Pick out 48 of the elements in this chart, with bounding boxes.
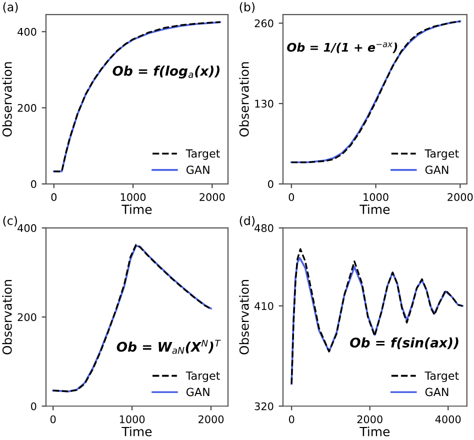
y-tick-label: 320 [254,402,274,410]
annotation: Ob = W$_{aN}$(X$^{N}$)$^{T}$ [116,340,221,354]
legend-label: GAN [425,166,448,174]
y-tick-label: 480 [254,224,274,232]
y-tick-label: 0 [31,402,36,410]
x-tick-label: 0 [288,415,294,424]
annotation: Ob = 1/(1 + e$^{−ax}$) [287,42,398,54]
legend-label: Target [424,372,459,382]
chart-title: (a) [3,2,18,13]
y-tick-label: 200 [18,313,36,322]
y-tick-label: 400 [18,28,36,36]
y-tick-label: 260 [254,19,274,28]
x-tick-label: 1000 [364,193,388,202]
x-axis-title: Time [360,426,390,436]
x-tick-label: 2000 [357,415,382,424]
x-tick-label: 0 [288,193,294,202]
legend-label: Target [186,372,220,382]
annotation: Ob = f(log$_{a}$(x)) [112,66,220,79]
x-tick-label: 1000 [120,193,146,202]
y-tick-label: 400 [18,224,36,232]
chart-title: (b) [240,2,255,13]
y-axis-title: Observation [239,280,249,354]
x-tick-label: 4000 [435,415,461,424]
y-tick-label: 410 [254,302,274,310]
y-tick-label: 200 [18,104,36,112]
legend-label: GAN [186,388,210,396]
x-axis-title: Time [122,204,152,214]
annotation: Ob = f(sin(ax)) [350,337,458,350]
y-tick-label: 0 [31,180,36,188]
y-tick-label: 0 [268,180,274,188]
legend-label: Target [424,149,459,160]
legend-label: GAN [425,388,448,396]
legend-label: GAN [186,166,210,174]
y-tick-label: 130 [255,100,274,108]
y-axis-title: Observation [239,62,249,137]
chart-title: (d) [240,216,255,226]
x-axis-title: Time [122,426,152,436]
x-axis-title: Time [360,204,390,214]
x-tick-label: 2000 [200,193,225,202]
chart-title: (c) [3,216,17,226]
x-tick-label: 0 [50,415,56,424]
y-axis-title: Observation [2,280,12,354]
legend-label: Target [186,149,220,160]
x-tick-label: 1000 [120,415,145,424]
x-tick-label: 2000 [448,193,473,202]
y-axis-title: Observation [2,62,12,137]
x-tick-label: 2000 [198,415,224,424]
x-tick-label: 0 [51,193,57,202]
